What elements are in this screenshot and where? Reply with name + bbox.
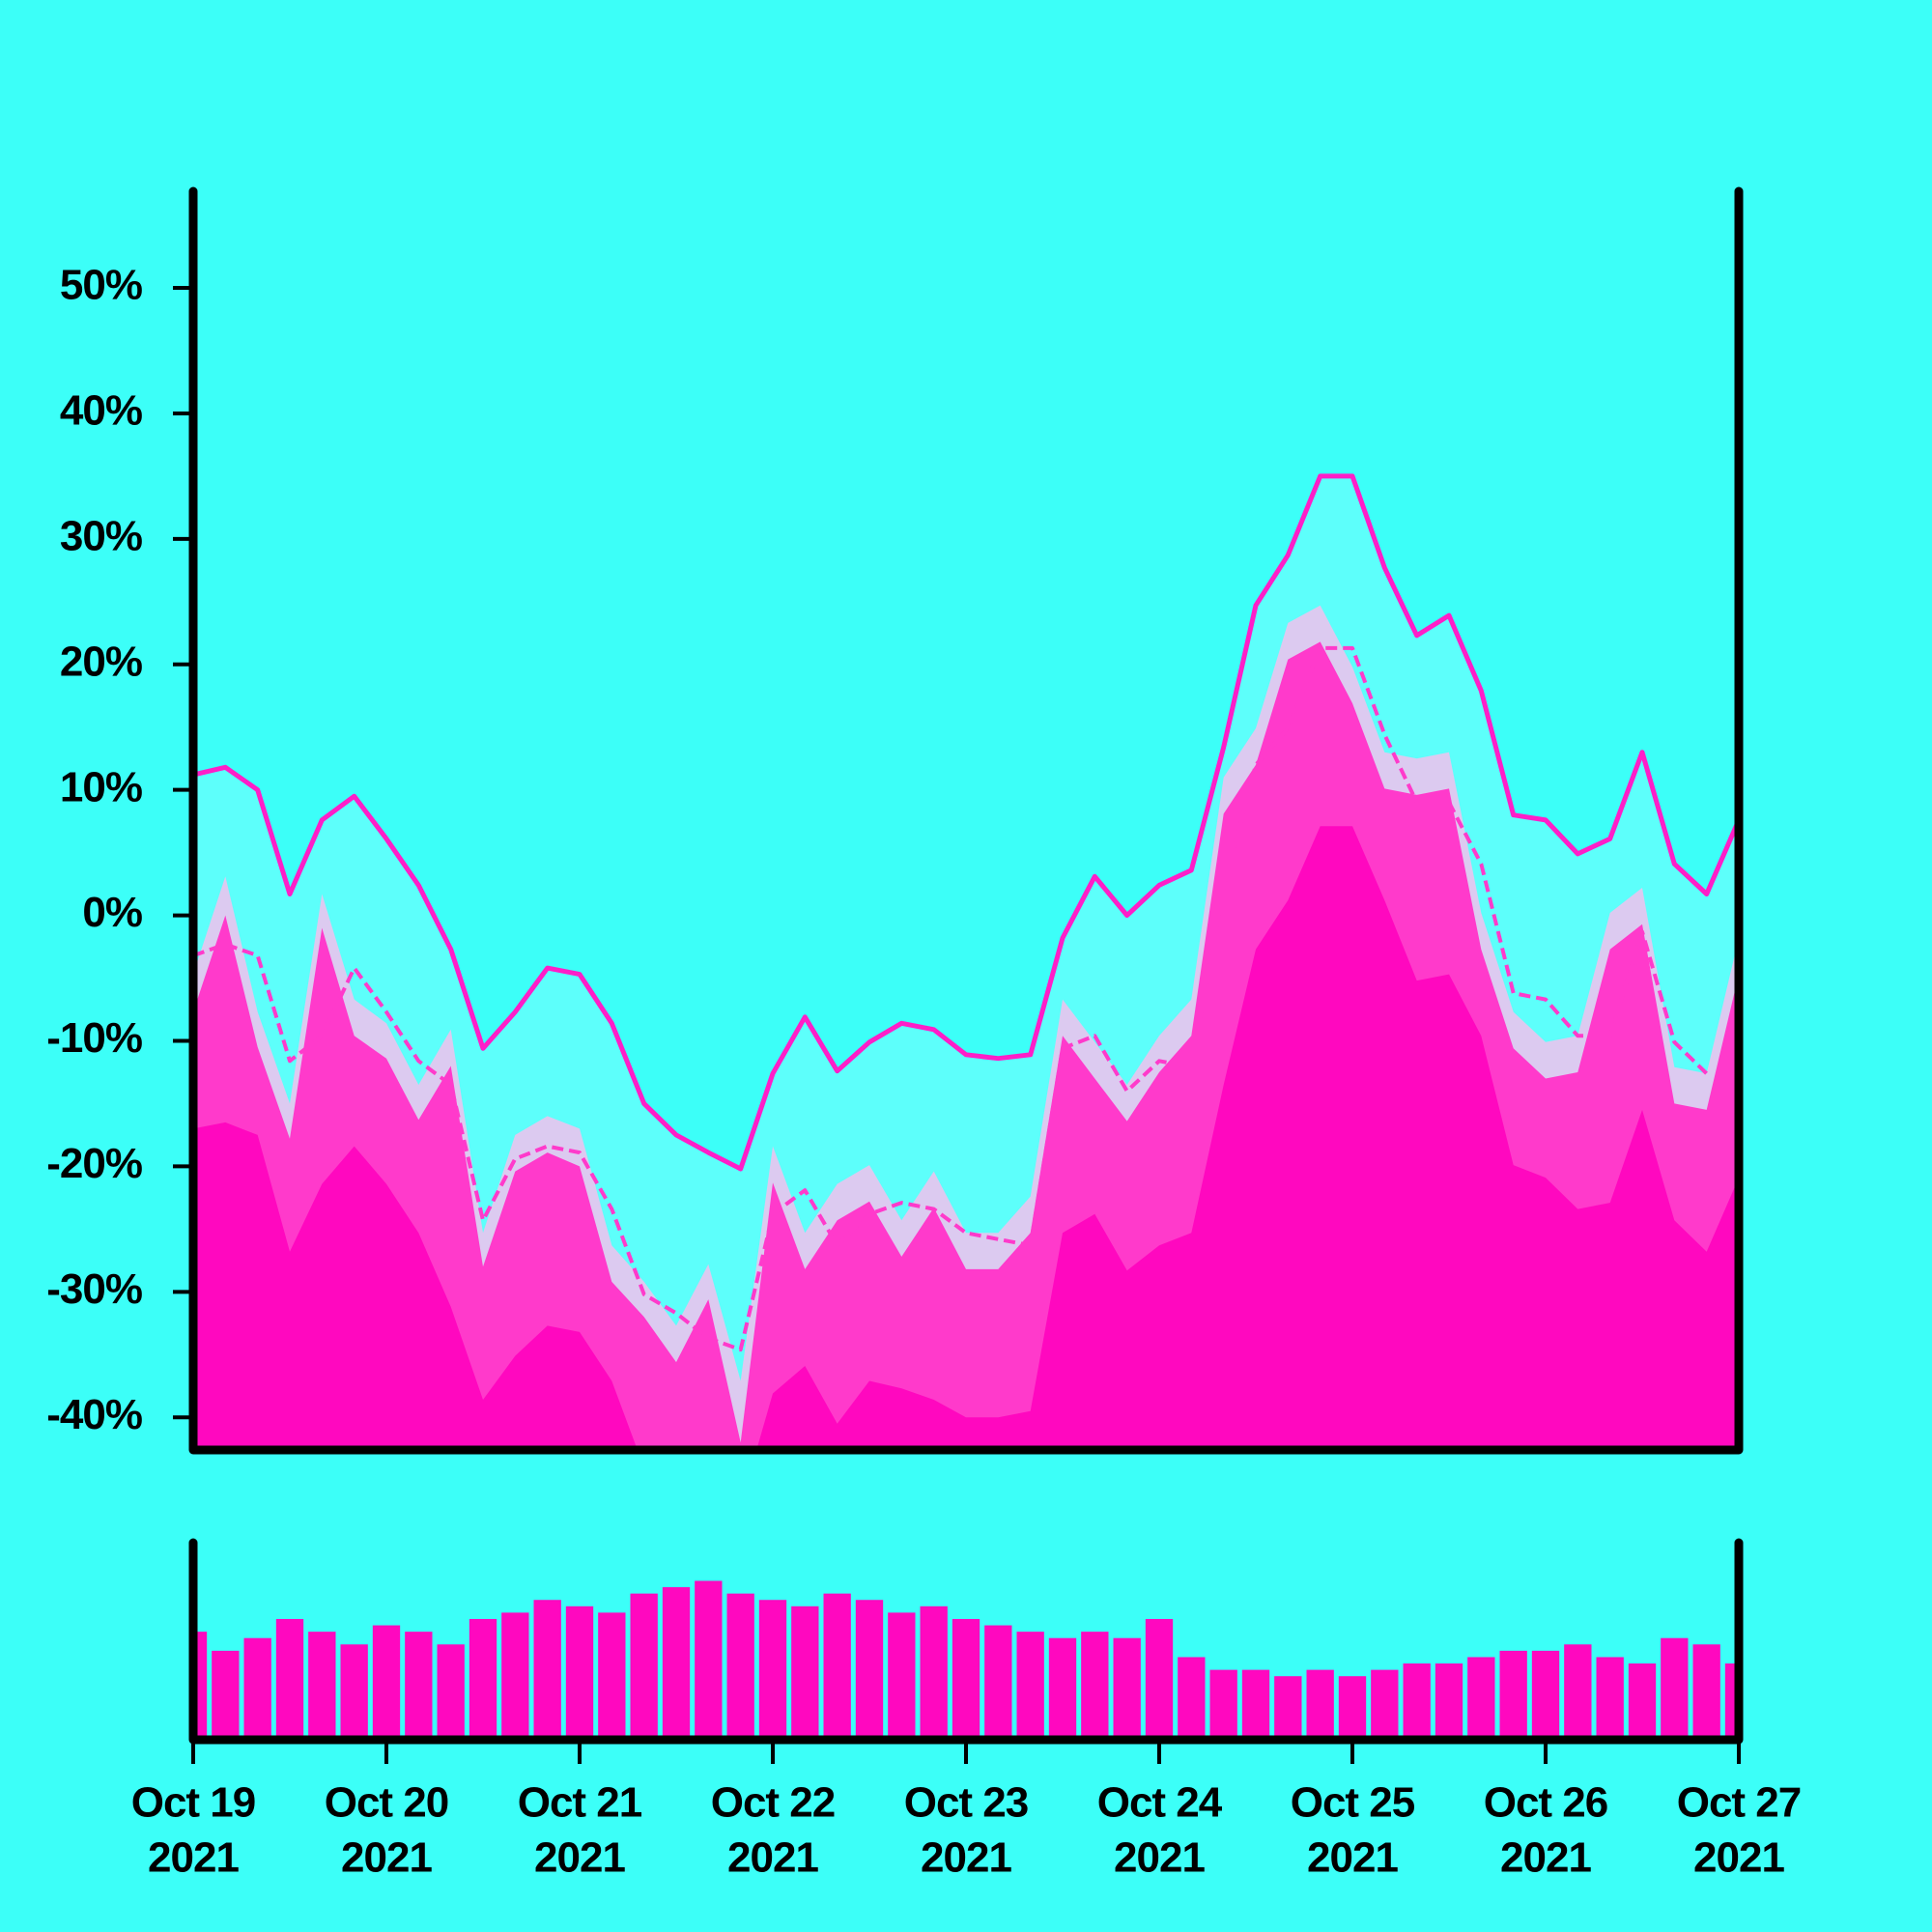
y-tick-label: 40% bbox=[60, 387, 142, 435]
volume-bar bbox=[1661, 1637, 1689, 1740]
x-tick-label: Oct 21 bbox=[518, 1779, 642, 1827]
y-tick-label: 50% bbox=[60, 262, 142, 309]
y-tick-label: 30% bbox=[60, 512, 142, 559]
x-tick-label: Oct 20 bbox=[325, 1779, 449, 1827]
volume-bar bbox=[855, 1600, 884, 1740]
volume-bar bbox=[1499, 1650, 1527, 1740]
y-tick-label: 0% bbox=[82, 889, 142, 936]
volume-bar bbox=[984, 1625, 1012, 1740]
volume-bar bbox=[1274, 1676, 1302, 1740]
x-tick-label: 2021 bbox=[148, 1834, 239, 1882]
volume-bar bbox=[823, 1593, 851, 1740]
volume-bar bbox=[1241, 1669, 1270, 1740]
x-tick-label: 2021 bbox=[1307, 1834, 1398, 1882]
volume-bar bbox=[1692, 1644, 1720, 1740]
volume-bar bbox=[952, 1618, 980, 1740]
volume-bar bbox=[598, 1612, 626, 1740]
volume-bar bbox=[1628, 1663, 1657, 1740]
volume-bar bbox=[1081, 1632, 1109, 1740]
volume-bar bbox=[1016, 1632, 1044, 1740]
volume-panel bbox=[193, 1580, 1739, 1740]
volume-bar bbox=[662, 1587, 691, 1740]
area bbox=[193, 826, 1739, 1450]
volume-bar bbox=[758, 1600, 787, 1740]
y-tick-label: 10% bbox=[60, 763, 142, 810]
volume-bar bbox=[1178, 1657, 1206, 1740]
y-tick-label: -10% bbox=[46, 1014, 142, 1062]
volume-bar bbox=[1596, 1657, 1624, 1740]
x-tick-label: 2021 bbox=[1693, 1834, 1784, 1882]
volume-bar bbox=[1564, 1644, 1592, 1740]
axes: -40% -30% -20% -10% 0% 10% 20% 30% 40% 50% Oct 19 2… bbox=[46, 186, 1802, 1882]
volume-bar bbox=[437, 1644, 465, 1740]
volume-bar bbox=[1048, 1637, 1077, 1740]
volume-bar bbox=[1435, 1663, 1463, 1740]
volume-bar bbox=[533, 1600, 561, 1740]
x-tick-label: Oct 19 bbox=[131, 1779, 256, 1827]
volume-bar bbox=[726, 1593, 754, 1740]
frame bbox=[188, 186, 1744, 1455]
volume-bar bbox=[1306, 1669, 1334, 1740]
volume-bar bbox=[405, 1632, 433, 1740]
y-tick-label: -20% bbox=[46, 1140, 142, 1187]
volume-bar bbox=[243, 1637, 271, 1740]
volume-bar bbox=[888, 1612, 916, 1740]
x-tick-label: Oct 26 bbox=[1484, 1779, 1608, 1827]
x-tick-label: Oct 25 bbox=[1291, 1779, 1415, 1827]
volume-bar bbox=[1467, 1657, 1495, 1740]
volume-bar bbox=[469, 1618, 497, 1740]
y-tick-label: -30% bbox=[46, 1265, 142, 1313]
x-tick-label: 2021 bbox=[727, 1834, 818, 1882]
volume-bar bbox=[565, 1605, 594, 1740]
volume-bar bbox=[1371, 1669, 1399, 1740]
volume-bar bbox=[1113, 1637, 1141, 1740]
dashed-line bbox=[193, 645, 1709, 1352]
volume-bar bbox=[308, 1632, 336, 1740]
volume-bar bbox=[1403, 1663, 1431, 1740]
price-panel bbox=[193, 473, 1739, 1450]
volume-bar bbox=[1531, 1650, 1560, 1740]
frame bbox=[188, 1538, 1744, 1745]
x-tick-label: Oct 24 bbox=[1097, 1779, 1223, 1827]
volume-bar bbox=[501, 1612, 529, 1740]
volume-bar bbox=[275, 1618, 304, 1740]
volume-bar bbox=[1145, 1618, 1174, 1740]
volume-bar bbox=[1338, 1676, 1367, 1740]
volume-bar bbox=[920, 1605, 948, 1740]
x-tick-label: Oct 22 bbox=[711, 1779, 836, 1827]
volume-bar bbox=[630, 1593, 658, 1740]
line bbox=[193, 473, 1739, 1172]
x-tick-label: 2021 bbox=[921, 1834, 1011, 1882]
y-tick-label: 20% bbox=[60, 638, 142, 685]
x-tick-label: 2021 bbox=[1114, 1834, 1205, 1882]
volume-bar bbox=[372, 1625, 401, 1740]
x-tick-label: Oct 27 bbox=[1677, 1779, 1802, 1827]
volume-bar bbox=[1209, 1669, 1237, 1740]
volume-bar bbox=[212, 1650, 240, 1740]
volume-bar bbox=[791, 1605, 819, 1740]
x-tick-label: 2021 bbox=[1500, 1834, 1591, 1882]
y-tick-label: -40% bbox=[46, 1391, 142, 1438]
volume-bar bbox=[340, 1644, 368, 1740]
x-tick-label: 2021 bbox=[341, 1834, 432, 1882]
volume-bar bbox=[695, 1580, 723, 1740]
x-tick-label: Oct 23 bbox=[904, 1779, 1029, 1827]
x-tick-label: 2021 bbox=[534, 1834, 625, 1882]
